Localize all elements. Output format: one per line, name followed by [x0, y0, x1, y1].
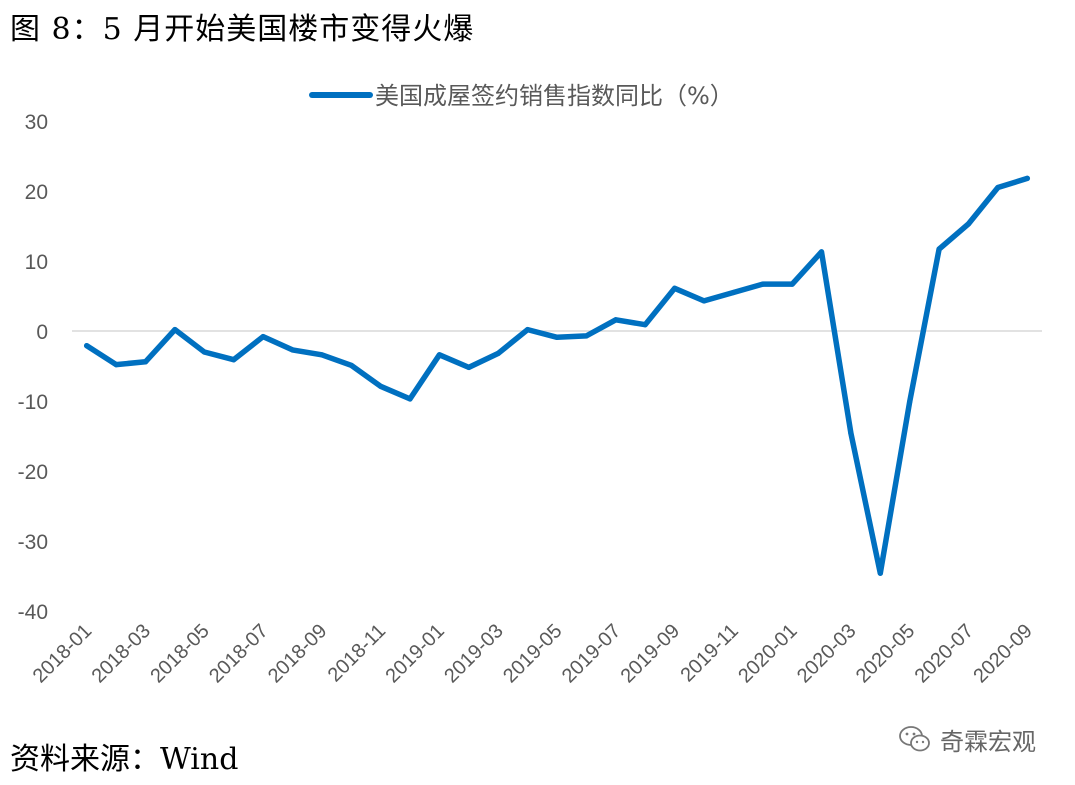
data-point [525, 327, 531, 333]
watermark-text: 奇霖宏观 [940, 727, 1036, 756]
x-tick-label: 2020-07 [911, 620, 978, 687]
source-note: 资料来源：Wind [10, 742, 239, 777]
data-point [995, 184, 1001, 191]
x-tick-label: 2018-11 [324, 620, 390, 686]
data-point [348, 362, 354, 368]
legend: 美国成屋签约销售指数同比（%） [309, 82, 734, 110]
data-point [466, 364, 472, 370]
data-point [642, 322, 648, 328]
x-tick-label: 2018-03 [88, 620, 155, 687]
y-tick-label: -20 [18, 461, 48, 484]
x-tick-label: 2019-09 [617, 620, 684, 687]
series-group [83, 175, 1031, 576]
data-point [407, 396, 413, 402]
data-point [907, 399, 913, 405]
x-tick-label: 2018-09 [264, 620, 331, 687]
series-line [83, 175, 1031, 576]
y-tick-label: 30 [25, 111, 48, 134]
x-tick-label: 2019-01 [381, 620, 448, 687]
data-point [965, 221, 972, 227]
data-point [289, 347, 296, 353]
y-tick-label: -10 [18, 391, 48, 414]
x-tick-label: 2019-07 [558, 620, 625, 687]
y-tick-label: -40 [18, 601, 48, 624]
data-point [818, 249, 825, 255]
x-tick-label: 2018-05 [146, 620, 213, 687]
x-tick-label: 2019-05 [499, 620, 566, 687]
figure-title: 图 8：5 月开始美国楼市变得火爆 [10, 12, 475, 47]
x-tick-label: 2019-03 [440, 620, 507, 687]
data-point [495, 350, 501, 356]
x-tick-label: 2020-05 [852, 620, 919, 687]
y-tick-label: 20 [25, 181, 48, 204]
data-point [936, 246, 942, 252]
data-point [260, 334, 266, 340]
data-point [730, 289, 737, 296]
x-tick-label: 2020-09 [969, 620, 1036, 687]
data-point [378, 383, 384, 389]
data-point [172, 327, 178, 333]
data-point [613, 317, 619, 323]
y-axis-ticks: 30 20 10 0 -10 -20 -30 -40 [18, 111, 48, 624]
x-tick-label: 2020-03 [793, 620, 860, 687]
data-point [672, 285, 678, 291]
x-tick-label: 2019-11 [676, 620, 742, 686]
x-axis-ticks: 2018-012018-032018-052018-072018-092018-… [29, 620, 1037, 687]
data-point [848, 430, 854, 436]
data-point [701, 298, 707, 304]
data-point [789, 281, 795, 287]
x-tick-label: 2018-07 [205, 620, 272, 687]
data-point [84, 343, 90, 349]
data-point [1024, 175, 1030, 181]
data-point [142, 359, 149, 365]
legend-label: 美国成屋签约销售指数同比（%） [375, 82, 734, 110]
y-tick-label: 0 [36, 321, 48, 344]
data-point [877, 570, 883, 576]
data-point [201, 349, 207, 355]
y-tick-label: -30 [18, 531, 48, 554]
x-tick-label: 2018-01 [29, 620, 96, 687]
data-point [554, 334, 560, 340]
y-tick-label: 10 [25, 251, 48, 274]
data-point [436, 352, 442, 358]
watermark: 奇霖宏观 [898, 722, 1036, 756]
x-tick-label: 2020-01 [734, 620, 801, 687]
wechat-icon [899, 726, 930, 752]
data-point [319, 352, 325, 358]
data-point [231, 357, 237, 363]
data-point [113, 362, 119, 368]
data-point [583, 333, 590, 339]
data-point [760, 281, 766, 287]
